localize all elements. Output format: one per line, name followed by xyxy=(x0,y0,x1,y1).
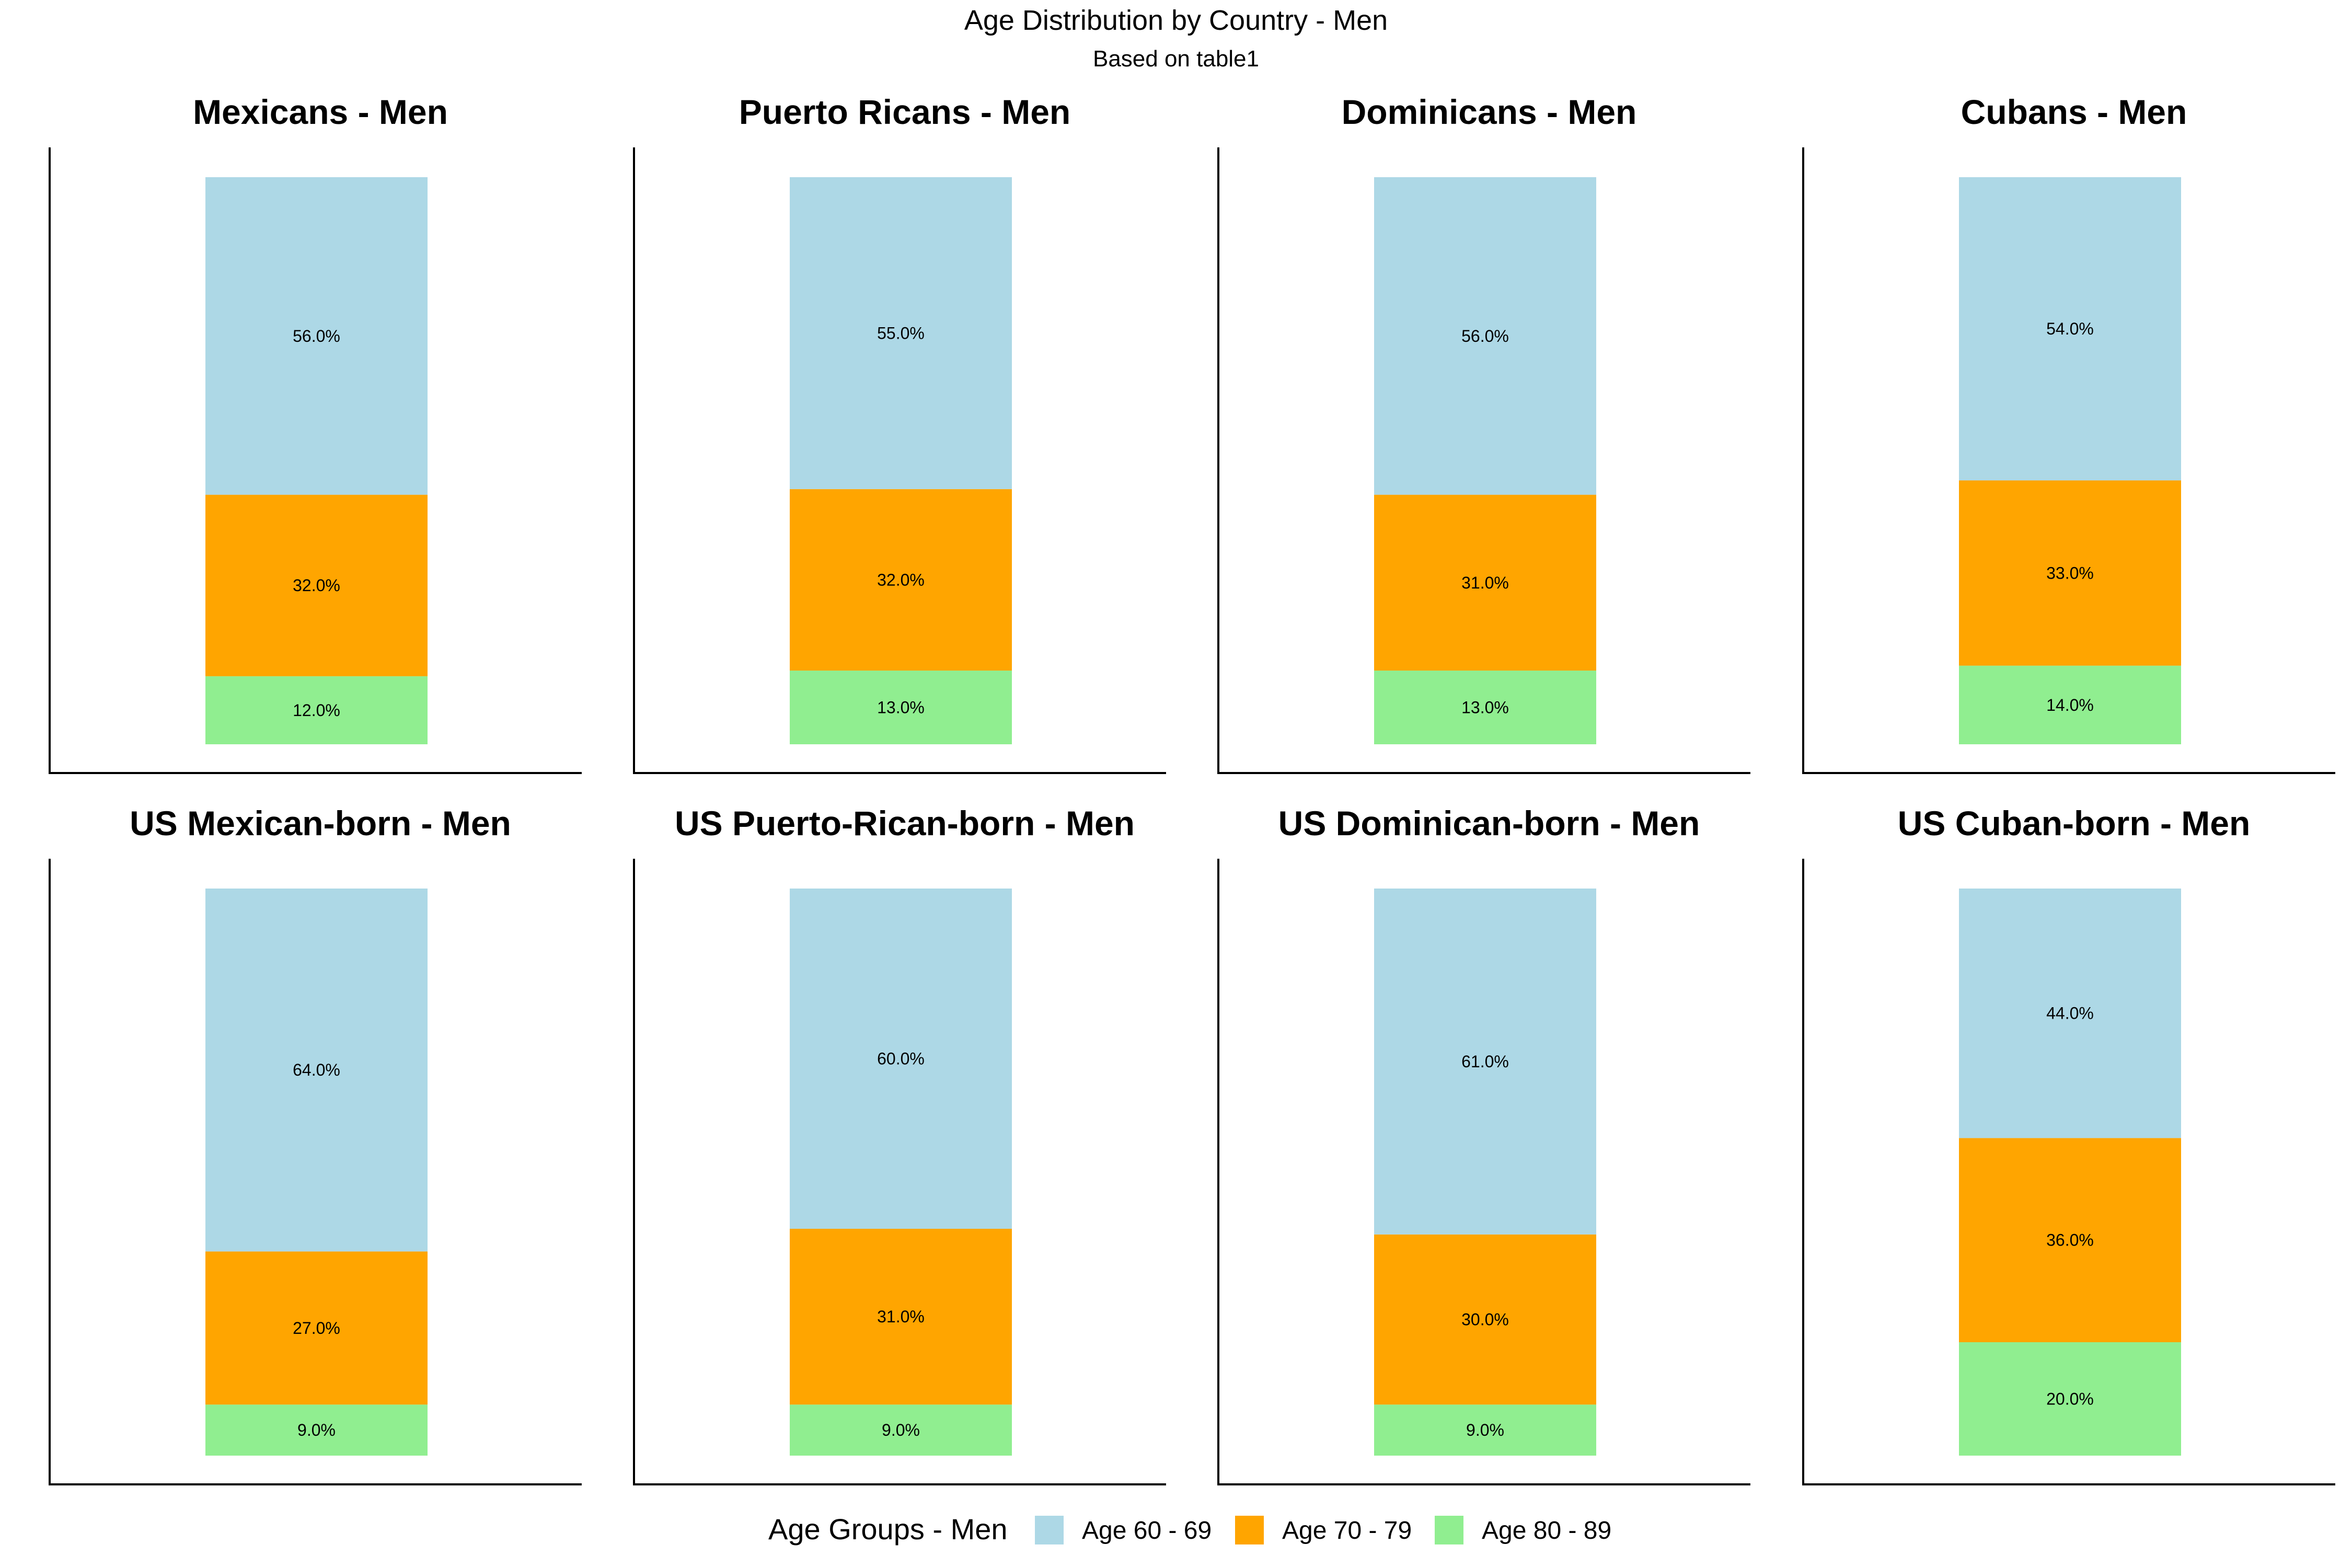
data-label: 20.0% xyxy=(2046,1390,2094,1409)
legend: Age Groups - Men Age 60 - 69 Age 70 - 79 Ag… xyxy=(768,1513,1611,1546)
bar-segment-age-80-89 xyxy=(1374,1404,1596,1456)
legend-swatch-age-70-79 xyxy=(1235,1516,1264,1544)
panel-dominicans-men: Dominicans - Men 13.0% 31.0% 56.0% xyxy=(1217,93,1750,774)
panel-puerto-ricans-men: Puerto Ricans - Men 13.0% 32.0% 55.0% xyxy=(633,93,1166,774)
data-label: 33.0% xyxy=(2046,563,2094,582)
bar-segment-age-60-69 xyxy=(1374,177,1596,495)
data-label: 13.0% xyxy=(877,698,925,717)
data-label: 61.0% xyxy=(1461,1052,1509,1071)
bar-segment-age-60-69 xyxy=(1959,177,2181,481)
data-label: 54.0% xyxy=(2046,319,2094,338)
bar-segment-age-60-69 xyxy=(205,177,428,495)
data-label: 13.0% xyxy=(1461,698,1509,717)
panel-mexicans-men: Mexicans - Men 12.0% 32.0% 56.0% xyxy=(49,93,582,774)
bar-segment-age-60-69 xyxy=(1374,889,1596,1235)
panel-us-mexican-born-men: US Mexican-born - Men 9.0% 27.0% 64.0% xyxy=(49,804,582,1485)
panel-cubans-men: Cubans - Men 14.0% 33.0% 54.0% xyxy=(1802,93,2335,774)
legend-swatch-age-60-69 xyxy=(1035,1516,1064,1544)
bar-segment-age-70-79 xyxy=(790,1229,1012,1405)
data-label: 31.0% xyxy=(1461,573,1509,592)
panel-us-puerto-rican-born-men: US Puerto-Rican-born - Men 9.0% 31.0% 60.0% xyxy=(633,804,1166,1485)
data-label: 36.0% xyxy=(2046,1231,2094,1250)
data-label: 12.0% xyxy=(293,701,340,720)
data-label: 44.0% xyxy=(2046,1004,2094,1023)
bar-segment-age-60-69 xyxy=(790,177,1012,489)
data-label: 14.0% xyxy=(2046,696,2094,714)
data-label: 9.0% xyxy=(882,1421,920,1439)
bar-segment-age-80-89 xyxy=(790,1404,1012,1456)
legend-title: Age Groups - Men xyxy=(768,1513,1008,1546)
facet-panels: Mexicans - Men 12.0% 32.0% 56.0% Puerto Rica… xyxy=(49,93,2335,1485)
panel-title: US Mexican-born - Men xyxy=(130,804,511,843)
data-label: 9.0% xyxy=(297,1421,336,1439)
panel-title: Dominicans - Men xyxy=(1342,93,1637,131)
bar-segment-age-80-89 xyxy=(1374,670,1596,744)
data-label: 30.0% xyxy=(1461,1310,1509,1329)
bar-segment-age-70-79 xyxy=(790,489,1012,671)
data-label: 32.0% xyxy=(293,576,340,595)
panel-title: US Dominican-born - Men xyxy=(1278,804,1700,843)
panel-us-dominican-born-men: US Dominican-born - Men 9.0% 30.0% 61.0% xyxy=(1217,804,1750,1485)
panel-title: Mexicans - Men xyxy=(193,93,448,131)
bar-segment-age-70-79 xyxy=(1374,494,1596,671)
bar-segment-age-80-89 xyxy=(1959,1342,2181,1456)
data-label: 32.0% xyxy=(877,570,925,589)
bar-segment-age-80-89 xyxy=(1959,665,2181,744)
bar-segment-age-60-69 xyxy=(790,889,1012,1229)
bar-segment-age-80-89 xyxy=(205,1404,428,1456)
legend-label: Age 60 - 69 xyxy=(1082,1517,1212,1544)
figure-subtitle: Based on table1 xyxy=(1093,46,1259,72)
data-label: 56.0% xyxy=(1461,327,1509,345)
figure-title: Age Distribution by Country - Men xyxy=(964,5,1388,36)
panel-title: US Puerto-Rican-born - Men xyxy=(675,804,1135,843)
bar-segment-age-70-79 xyxy=(1959,1138,2181,1342)
legend-label: Age 70 - 79 xyxy=(1282,1517,1412,1544)
panel-us-cuban-born-men: US Cuban-born - Men 20.0% 36.0% 44.0% xyxy=(1802,804,2335,1485)
bar-segment-age-70-79 xyxy=(205,494,428,676)
data-label: 9.0% xyxy=(1466,1421,1504,1439)
data-label: 64.0% xyxy=(293,1060,340,1079)
panel-title: Cubans - Men xyxy=(1961,93,2187,131)
legend-swatch-age-80-89 xyxy=(1435,1516,1463,1544)
bar-segment-age-80-89 xyxy=(790,670,1012,744)
bar-segment-age-60-69 xyxy=(1959,889,2181,1138)
data-label: 60.0% xyxy=(877,1050,925,1068)
bar-segment-age-70-79 xyxy=(1959,480,2181,666)
bar-segment-age-70-79 xyxy=(1374,1234,1596,1405)
bar-segment-age-70-79 xyxy=(205,1251,428,1405)
legend-label: Age 80 - 89 xyxy=(1482,1517,1611,1544)
data-label: 27.0% xyxy=(293,1319,340,1338)
panel-title: US Cuban-born - Men xyxy=(1898,804,2251,843)
panel-title: Puerto Ricans - Men xyxy=(739,93,1070,131)
bar-segment-age-60-69 xyxy=(205,889,428,1252)
data-label: 55.0% xyxy=(877,324,925,342)
data-label: 56.0% xyxy=(293,327,340,345)
bar-segment-age-80-89 xyxy=(205,676,428,744)
data-label: 31.0% xyxy=(877,1307,925,1326)
